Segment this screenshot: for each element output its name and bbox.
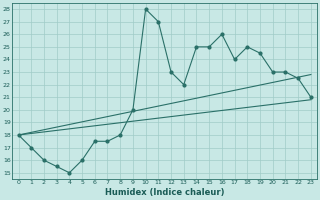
X-axis label: Humidex (Indice chaleur): Humidex (Indice chaleur) [105,188,224,197]
